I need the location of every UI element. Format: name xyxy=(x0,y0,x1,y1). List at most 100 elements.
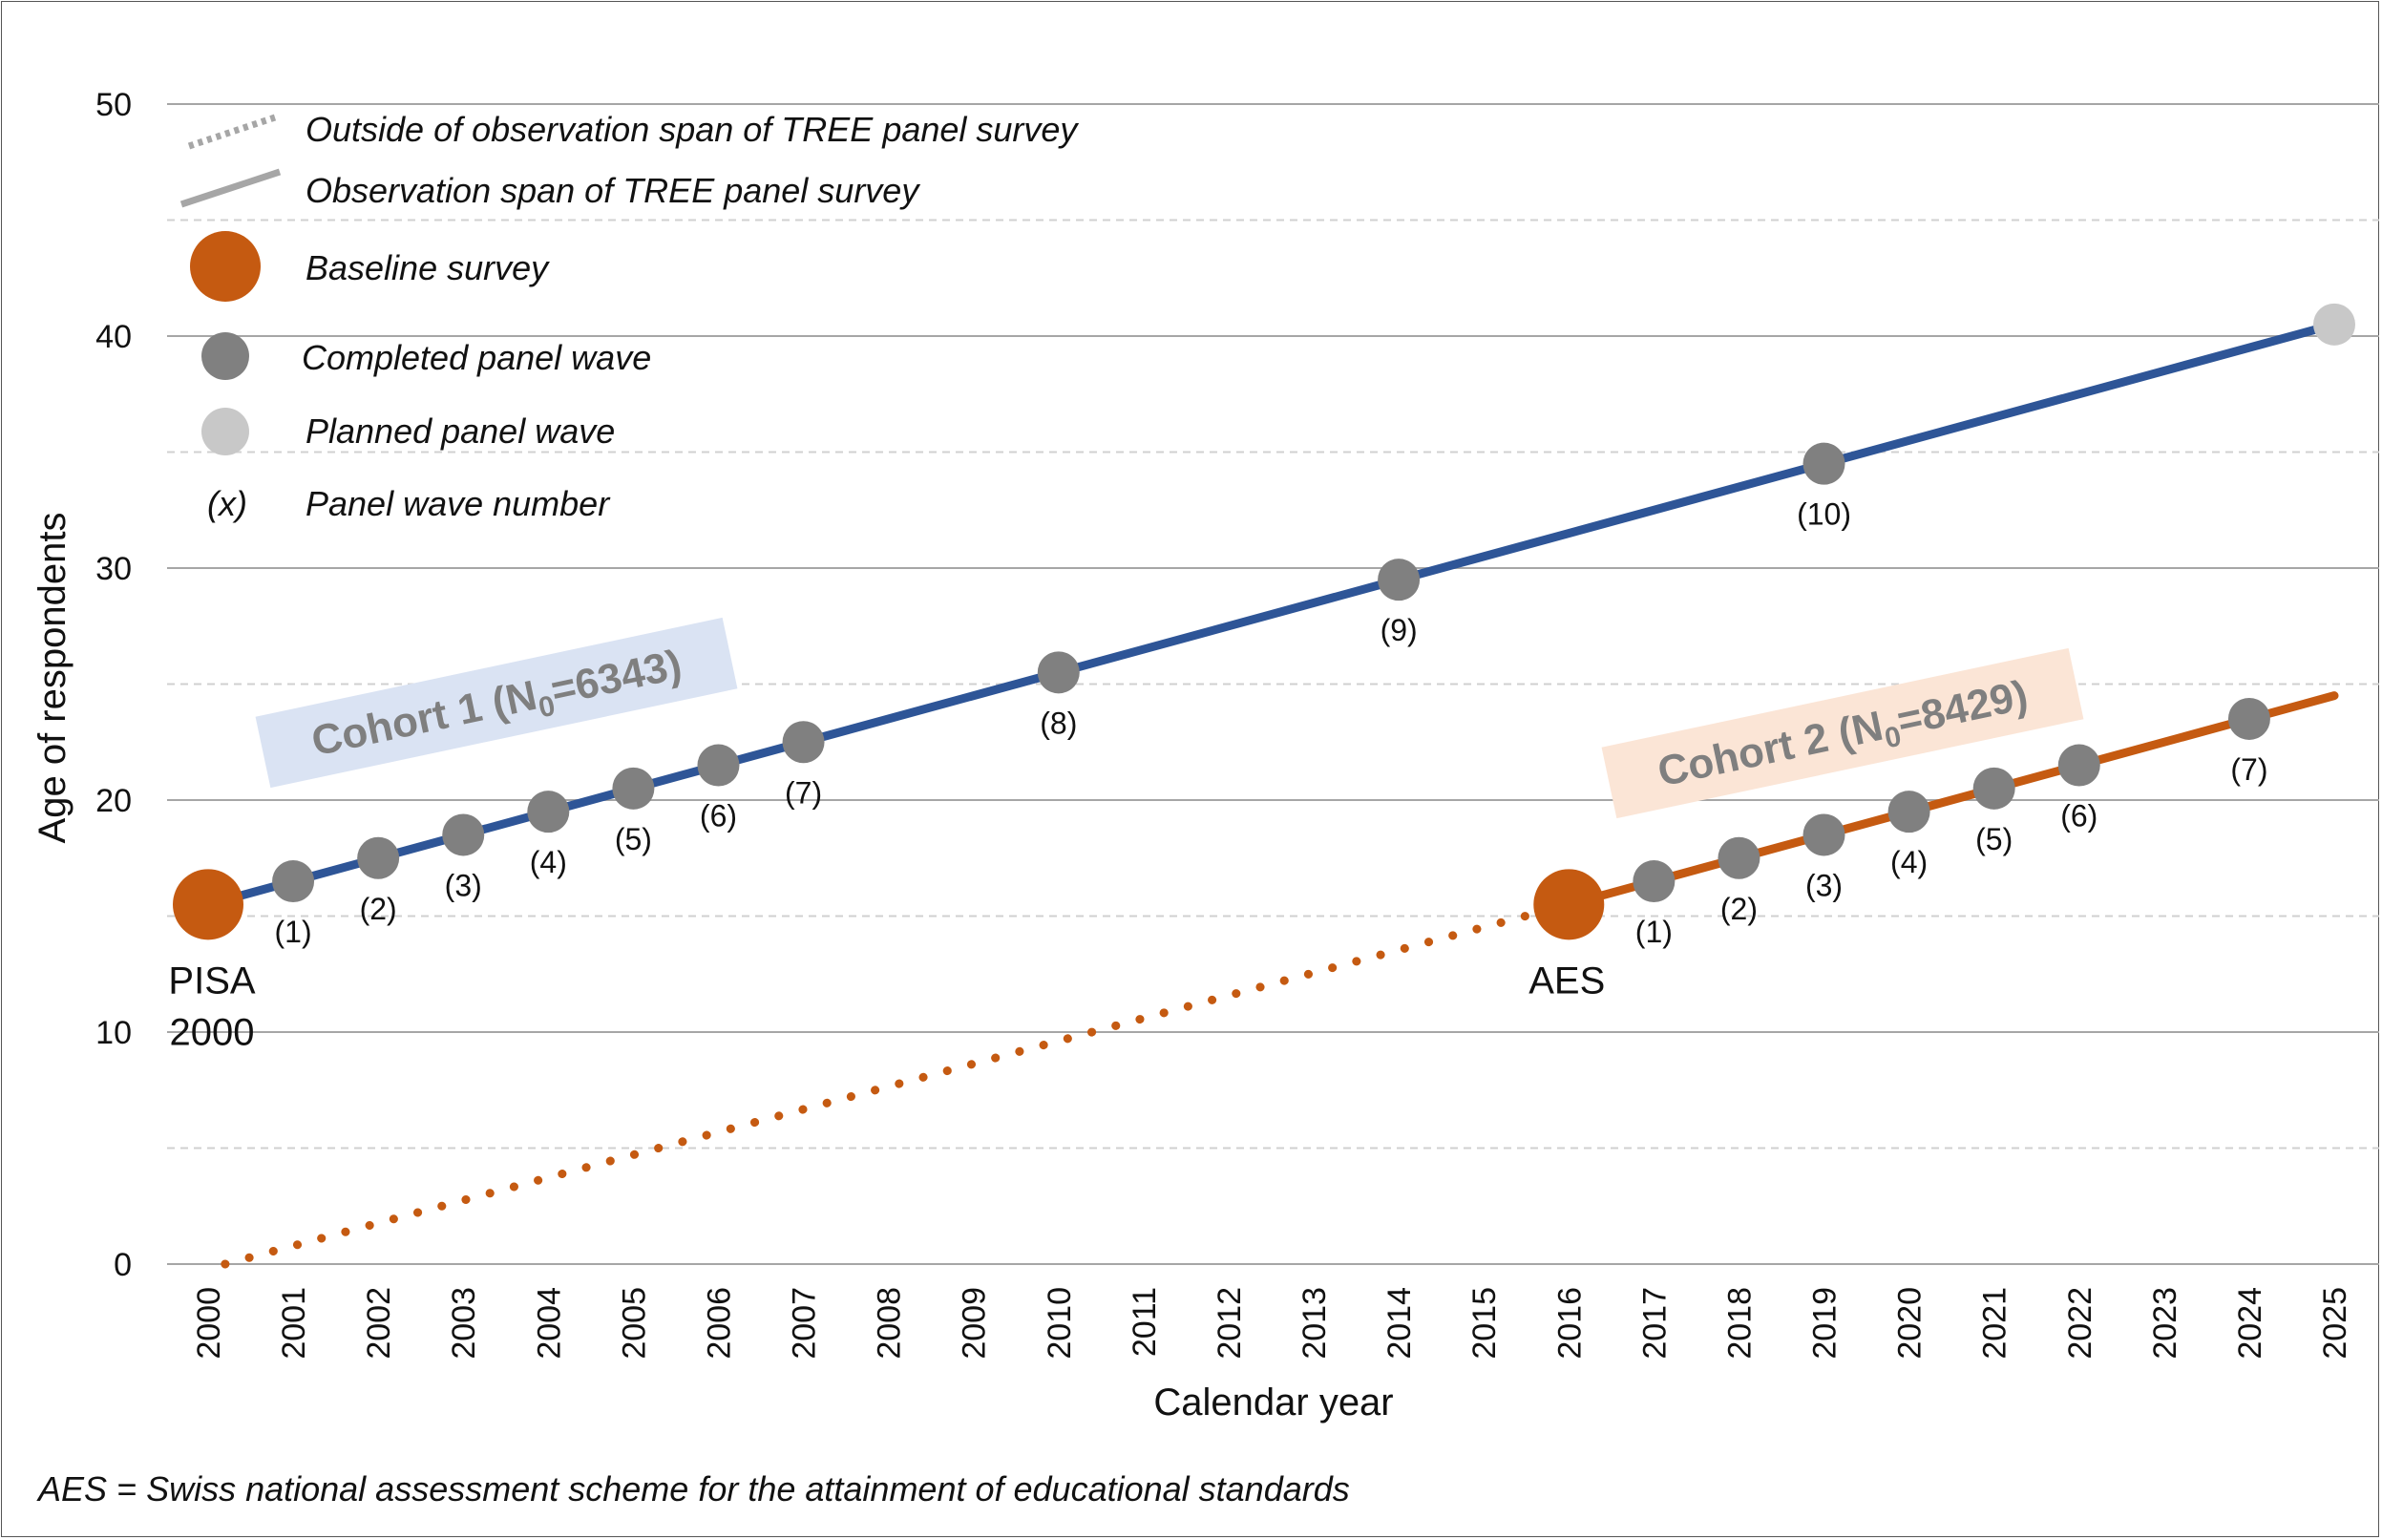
x-tick-label: 2025 xyxy=(2317,1287,2353,1360)
footnote: AES = Swiss national assessment scheme f… xyxy=(36,1469,1350,1508)
x-tick-label: 2022 xyxy=(2062,1287,2098,1360)
wave-number-label: (7) xyxy=(785,775,822,810)
completed-wave-point xyxy=(1802,813,1845,856)
cohort-2-baseline-point xyxy=(1533,869,1605,940)
legend-item: Observation span of TREE panel survey xyxy=(179,168,920,210)
x-tick-label: 2023 xyxy=(2147,1287,2183,1360)
wave-number-label: (5) xyxy=(1975,822,2013,856)
wave-markers: PISA 2000 (1) (2) (3) (4) (5) (6) (7) (8) (9) (10) A… xyxy=(168,303,2355,1053)
cohort-2-label: Cohort 2 (N0=8429) xyxy=(1601,647,2084,819)
completed-wave-point xyxy=(527,791,570,833)
wave-number-label: (4) xyxy=(530,845,567,879)
completed-wave-point xyxy=(1633,860,1676,903)
wave-number-label: (7) xyxy=(2230,752,2267,787)
cohort-2-label-box xyxy=(1601,647,2084,819)
legend-item: Baseline survey xyxy=(190,231,550,302)
x-tick-label: 2012 xyxy=(1212,1287,1248,1360)
cohort-2-line xyxy=(1564,691,2339,909)
x-tick-label: 2015 xyxy=(1466,1287,1503,1360)
legend-label: Outside of observation span of TREE pane… xyxy=(306,110,1079,149)
x-tick-label: 2009 xyxy=(957,1287,993,1360)
legend-dotted-line-symbol xyxy=(187,114,277,150)
y-tick-label: 50 xyxy=(95,87,132,123)
x-tick-label: 2005 xyxy=(616,1287,652,1360)
x-tick-label: 2021 xyxy=(1977,1287,2013,1360)
wave-number-label: (8) xyxy=(1040,706,1077,740)
x-tick-label: 2018 xyxy=(1721,1287,1758,1360)
legend-label: Panel wave number xyxy=(306,484,611,523)
y-tick-label: 20 xyxy=(95,783,132,819)
completed-wave-point xyxy=(1378,559,1421,601)
completed-wave-point xyxy=(697,744,740,787)
x-tick-label: 2024 xyxy=(2232,1287,2268,1360)
x-tick-label: 2008 xyxy=(872,1287,908,1360)
legend-wave-number-symbol: (x) xyxy=(207,484,247,523)
completed-wave-point xyxy=(442,813,485,856)
wave-number-label: (9) xyxy=(1381,613,1418,647)
x-tick-label: 2011 xyxy=(1127,1287,1163,1357)
cohort-2-dotted-line xyxy=(221,899,1573,1269)
y-axis-tick-labels: 0 10 20 30 40 50 xyxy=(95,87,132,1283)
x-tick-label: 2014 xyxy=(1381,1287,1418,1360)
legend-planned-dot xyxy=(201,408,249,455)
x-tick-label: 2002 xyxy=(361,1287,397,1360)
completed-wave-point xyxy=(1972,767,2015,810)
x-tick-label: 2004 xyxy=(531,1287,567,1360)
cohort-2-baseline-label: AES xyxy=(1528,960,1605,1002)
legend-item: (x) Panel wave number xyxy=(207,484,611,523)
completed-wave-point xyxy=(1718,836,1760,879)
legend-label: Baseline survey xyxy=(306,248,550,287)
completed-wave-point xyxy=(1802,442,1845,485)
cohort-1-label-box xyxy=(255,617,738,789)
x-tick-label: 2001 xyxy=(276,1287,312,1360)
cohort-1-label: Cohort 1 (N0=6343) xyxy=(255,617,738,789)
completed-wave-point xyxy=(2057,744,2100,787)
completed-wave-point xyxy=(782,721,825,764)
completed-wave-point xyxy=(1037,651,1080,694)
x-tick-label: 2003 xyxy=(446,1287,482,1360)
cohort-1-baseline-label: PISA xyxy=(168,960,255,1002)
wave-number-label: (2) xyxy=(360,892,397,926)
x-tick-label: 2017 xyxy=(1636,1287,1673,1360)
completed-wave-point xyxy=(2227,697,2270,740)
y-tick-label: 30 xyxy=(95,551,132,587)
legend: Outside of observation span of TREE pane… xyxy=(179,110,1079,523)
legend-item: Completed panel wave xyxy=(201,332,651,380)
cohort-1-baseline-label: 2000 xyxy=(170,1011,255,1053)
wave-number-label: (2) xyxy=(1720,892,1758,926)
wave-number-label: (6) xyxy=(2060,799,2097,833)
x-tick-label: 2019 xyxy=(1807,1287,1844,1360)
wave-number-label: (10) xyxy=(1797,497,1851,532)
completed-wave-point xyxy=(272,860,315,903)
wave-number-label: (4) xyxy=(1890,845,1928,879)
x-tick-label: 2007 xyxy=(787,1287,823,1360)
wave-number-label: (1) xyxy=(1635,915,1673,949)
cohort-label-boxes: Cohort 1 (N0=6343) Cohort 2 (N0=8429) xyxy=(255,617,2084,819)
x-tick-label: 2000 xyxy=(191,1287,227,1360)
x-axis-tick-labels: 2000 2001 2002 2003 2004 2005 2006 2007 2008 2009… xyxy=(191,1287,2353,1360)
completed-wave-point xyxy=(612,767,655,810)
legend-label: Completed panel wave xyxy=(302,338,651,377)
series-lines xyxy=(203,320,2339,1269)
wave-number-label: (1) xyxy=(275,915,312,949)
wave-number-label: (5) xyxy=(615,822,652,856)
x-tick-label: 2016 xyxy=(1551,1287,1588,1360)
wave-number-label: (3) xyxy=(1805,868,1843,902)
legend-item: Outside of observation span of TREE pane… xyxy=(187,110,1079,150)
x-tick-label: 2020 xyxy=(1892,1287,1929,1360)
legend-solid-line-symbol xyxy=(179,168,282,208)
x-tick-label: 2013 xyxy=(1296,1287,1333,1360)
y-tick-label: 0 xyxy=(114,1247,132,1283)
x-tick-label: 2006 xyxy=(701,1287,737,1360)
y-tick-label: 40 xyxy=(95,319,132,355)
legend-label: Observation span of TREE panel survey xyxy=(306,171,920,210)
cohort-1-baseline-point xyxy=(173,869,243,940)
wave-number-label: (3) xyxy=(445,868,482,902)
y-axis-title: Age of respondents xyxy=(32,513,74,844)
y-tick-label: 10 xyxy=(95,1015,132,1051)
legend-label: Planned panel wave xyxy=(306,411,615,451)
legend-baseline-dot xyxy=(190,231,261,302)
x-tick-label: 2010 xyxy=(1042,1287,1078,1360)
